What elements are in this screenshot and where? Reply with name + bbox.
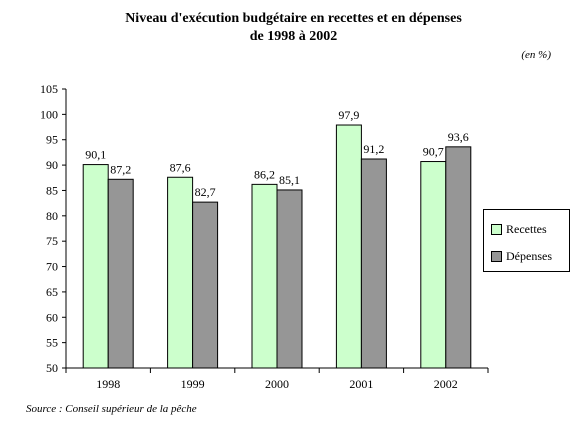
x-tick-label: 2001: [349, 377, 373, 391]
bar-depenses: [445, 146, 472, 369]
x-tick-label: 1999: [181, 377, 205, 391]
chart-title: Niveau d'exécution budgétaire en recette…: [0, 10, 587, 46]
bar-recettes: [167, 176, 194, 369]
data-label: 82,7: [195, 185, 216, 199]
unit-label: (en %): [521, 49, 551, 61]
legend-label-recettes: Recettes: [506, 222, 547, 236]
source-note: Source : Conseil supérieur de la pêche: [26, 403, 197, 415]
x-tick-label: 2000: [265, 377, 289, 391]
y-tick-label: 90: [46, 158, 58, 172]
y-tick-label: 75: [46, 234, 58, 248]
data-label: 85,1: [279, 173, 300, 187]
data-label: 87,6: [170, 160, 191, 174]
y-tick-label: 85: [46, 183, 58, 197]
x-tick-label: 2002: [434, 377, 458, 391]
y-tick-label: 80: [46, 209, 58, 223]
chart-title-line-1: Niveau d'exécution budgétaire en recette…: [125, 11, 462, 26]
data-label: 86,2: [254, 167, 275, 181]
y-tick-label: 95: [46, 133, 58, 147]
y-tick-label: 105: [40, 82, 58, 96]
legend-label-depenses: Dépenses: [506, 249, 552, 263]
y-tick-label: 70: [46, 260, 58, 274]
bar-recettes: [82, 164, 109, 369]
bar-depenses: [192, 201, 219, 369]
legend-item-depenses: Dépenses: [491, 249, 552, 264]
y-tick-label: 65: [46, 285, 58, 299]
data-label: 91,2: [363, 142, 384, 156]
legend: Recettes Dépenses: [483, 209, 570, 272]
data-label: 87,2: [110, 162, 131, 176]
y-tick-label: 100: [40, 107, 58, 121]
chart-title-line-2: de 1998 à 2002: [249, 29, 338, 44]
legend-swatch-depenses: [491, 251, 502, 262]
bar-depenses: [360, 158, 387, 369]
y-tick-label: 50: [46, 361, 58, 375]
data-label: 90,7: [423, 145, 444, 159]
data-label: 97,9: [338, 108, 359, 122]
bar-depenses: [276, 189, 303, 369]
y-tick-label: 60: [46, 310, 58, 324]
bar-recettes: [335, 124, 362, 369]
x-tick-label: 1998: [96, 377, 120, 391]
data-label: 93,6: [448, 130, 469, 144]
legend-item-recettes: Recettes: [491, 222, 547, 237]
y-tick-label: 55: [46, 336, 58, 350]
bar-recettes: [251, 183, 278, 369]
data-label: 90,1: [85, 148, 106, 162]
legend-swatch-recettes: [491, 224, 502, 235]
bar-depenses: [107, 178, 134, 369]
bar-recettes: [420, 161, 447, 369]
